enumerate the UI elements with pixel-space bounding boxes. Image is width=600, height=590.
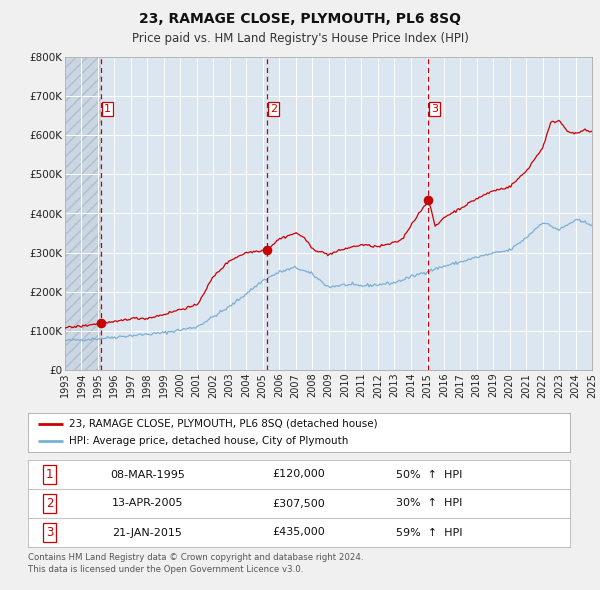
Text: £307,500: £307,500 bbox=[272, 499, 325, 509]
Text: 1: 1 bbox=[104, 104, 110, 114]
Text: 23, RAMAGE CLOSE, PLYMOUTH, PL6 8SQ: 23, RAMAGE CLOSE, PLYMOUTH, PL6 8SQ bbox=[139, 12, 461, 26]
Text: 23, RAMAGE CLOSE, PLYMOUTH, PL6 8SQ (detached house): 23, RAMAGE CLOSE, PLYMOUTH, PL6 8SQ (det… bbox=[68, 418, 377, 428]
Text: 2: 2 bbox=[46, 497, 53, 510]
Text: 3: 3 bbox=[431, 104, 438, 114]
Text: 1: 1 bbox=[46, 468, 53, 481]
Text: 13-APR-2005: 13-APR-2005 bbox=[112, 499, 183, 509]
Text: £435,000: £435,000 bbox=[272, 527, 325, 537]
Text: 2: 2 bbox=[270, 104, 277, 114]
Text: 30%  ↑  HPI: 30% ↑ HPI bbox=[396, 499, 462, 509]
Text: 3: 3 bbox=[46, 526, 53, 539]
Text: Price paid vs. HM Land Registry's House Price Index (HPI): Price paid vs. HM Land Registry's House … bbox=[131, 32, 469, 45]
Text: Contains HM Land Registry data © Crown copyright and database right 2024.
This d: Contains HM Land Registry data © Crown c… bbox=[28, 553, 364, 575]
Text: 59%  ↑  HPI: 59% ↑ HPI bbox=[396, 527, 463, 537]
Text: HPI: Average price, detached house, City of Plymouth: HPI: Average price, detached house, City… bbox=[68, 437, 348, 447]
Text: 50%  ↑  HPI: 50% ↑ HPI bbox=[396, 470, 462, 480]
Text: £120,000: £120,000 bbox=[272, 470, 325, 480]
Text: 08-MAR-1995: 08-MAR-1995 bbox=[110, 470, 185, 480]
Text: 21-JAN-2015: 21-JAN-2015 bbox=[112, 527, 182, 537]
